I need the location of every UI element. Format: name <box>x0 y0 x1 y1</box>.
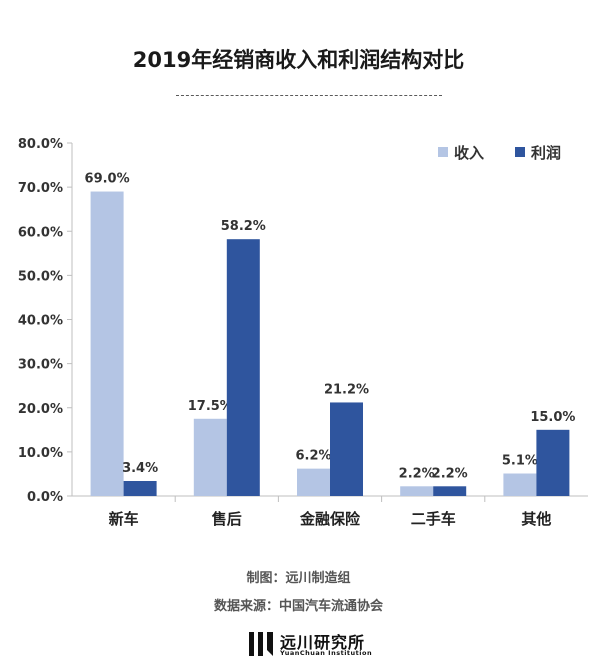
y-tick-label: 0.0% <box>27 490 63 505</box>
title-divider <box>176 95 442 96</box>
chart-title: 2019年经销商收入和利润结构对比 <box>132 48 465 72</box>
brand-name: 远川研究所 <box>280 633 366 652</box>
y-tick-label: 10.0% <box>18 446 63 461</box>
bar-profit <box>226 239 260 496</box>
legend-swatch <box>515 147 525 157</box>
bar-chart: 0.0% 10.0% 20.0% 30.0% 40.0% 50.0% 60.0% 70.0% 8… <box>18 137 588 528</box>
data-label: 15.0% <box>530 410 575 425</box>
data-label: 5.1% <box>502 453 538 468</box>
legend-label: 收入 <box>454 144 484 162</box>
y-tick-label: 30.0% <box>18 358 63 373</box>
data-label: 69.0% <box>85 172 130 187</box>
x-category-label: 其他 <box>521 510 551 528</box>
chart-credit: 制图：远川制造组 <box>246 571 351 586</box>
brand-mark: 远川研究所 YuanChuan Institution <box>248 628 388 660</box>
data-label: 3.4% <box>122 461 158 476</box>
y-tick-label: 70.0% <box>18 181 63 196</box>
y-tick-label: 20.0% <box>18 402 63 417</box>
bar-profit <box>536 429 570 496</box>
legend-swatch <box>438 147 448 157</box>
data-label: 17.5% <box>188 399 233 414</box>
bar-income <box>193 418 227 496</box>
data-source: 数据来源：中国汽车流通协会 <box>213 599 383 614</box>
x-category-label: 金融保险 <box>299 510 361 528</box>
bar-profit <box>123 480 157 496</box>
data-label: 6.2% <box>295 449 331 464</box>
y-tick-label: 40.0% <box>18 314 63 329</box>
brand-logo-icon <box>249 632 273 656</box>
data-label: 58.2% <box>221 219 266 234</box>
y-tick-label: 80.0% <box>18 137 63 152</box>
data-label: 2.2% <box>399 466 435 481</box>
data-label: 21.2% <box>324 382 369 397</box>
x-category-label: 二手车 <box>411 510 456 528</box>
brand-subtitle: YuanChuan Institution <box>280 649 373 657</box>
y-tick-label: 50.0% <box>18 269 63 284</box>
bar-income <box>503 473 537 496</box>
bar-profit <box>433 486 467 496</box>
data-label: 2.2% <box>432 466 468 481</box>
y-tick-label: 60.0% <box>18 225 63 240</box>
x-category-label: 售后 <box>212 510 242 528</box>
bar-profit <box>330 402 363 496</box>
x-category-label: 新车 <box>109 510 139 528</box>
legend-label: 利润 <box>531 144 561 162</box>
bar-income <box>400 486 434 496</box>
bar-income <box>90 191 124 496</box>
bar-income <box>297 468 330 496</box>
